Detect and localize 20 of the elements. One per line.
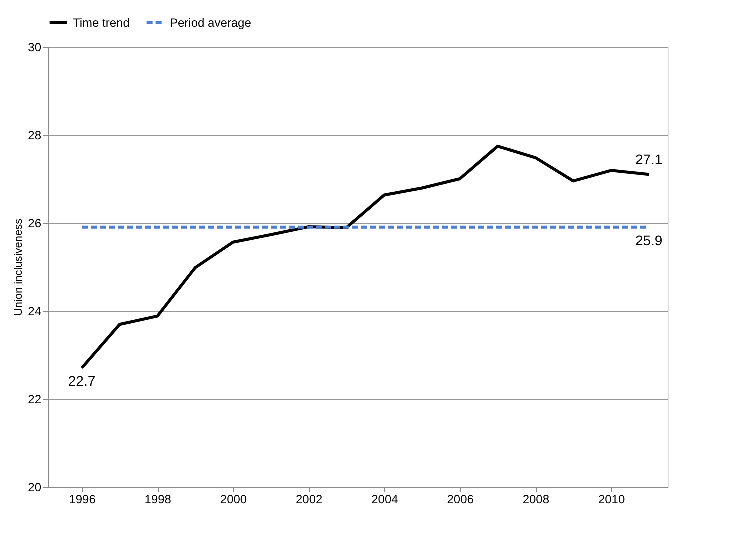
y-tick-label: 28 [28,128,42,142]
y-tick-label: 26 [28,216,42,230]
y-tick-label: 20 [28,480,42,494]
y-tick-label: 30 [28,40,42,54]
y-tick-label: 24 [28,304,42,318]
data-label: 22.7 [68,373,96,390]
legend-label: Time trend [73,16,130,30]
y-tick-label: 22 [28,392,42,406]
data-label: 27.1 [635,152,663,168]
x-tick-label: 2000 [220,492,248,506]
data-label: 25.9 [635,232,663,248]
legend-label: Period average [170,16,252,30]
x-tick-label: 2010 [598,492,626,506]
x-tick-label: 2004 [372,492,399,506]
x-tick-label: 2002 [296,492,324,506]
x-tick-label: 1996 [69,492,96,506]
x-tick-label: 1998 [144,492,172,506]
x-tick-label: 2008 [522,492,550,506]
y-axis-title: Union inclusiveness [13,218,26,316]
x-tick-label: 2006 [447,492,474,506]
